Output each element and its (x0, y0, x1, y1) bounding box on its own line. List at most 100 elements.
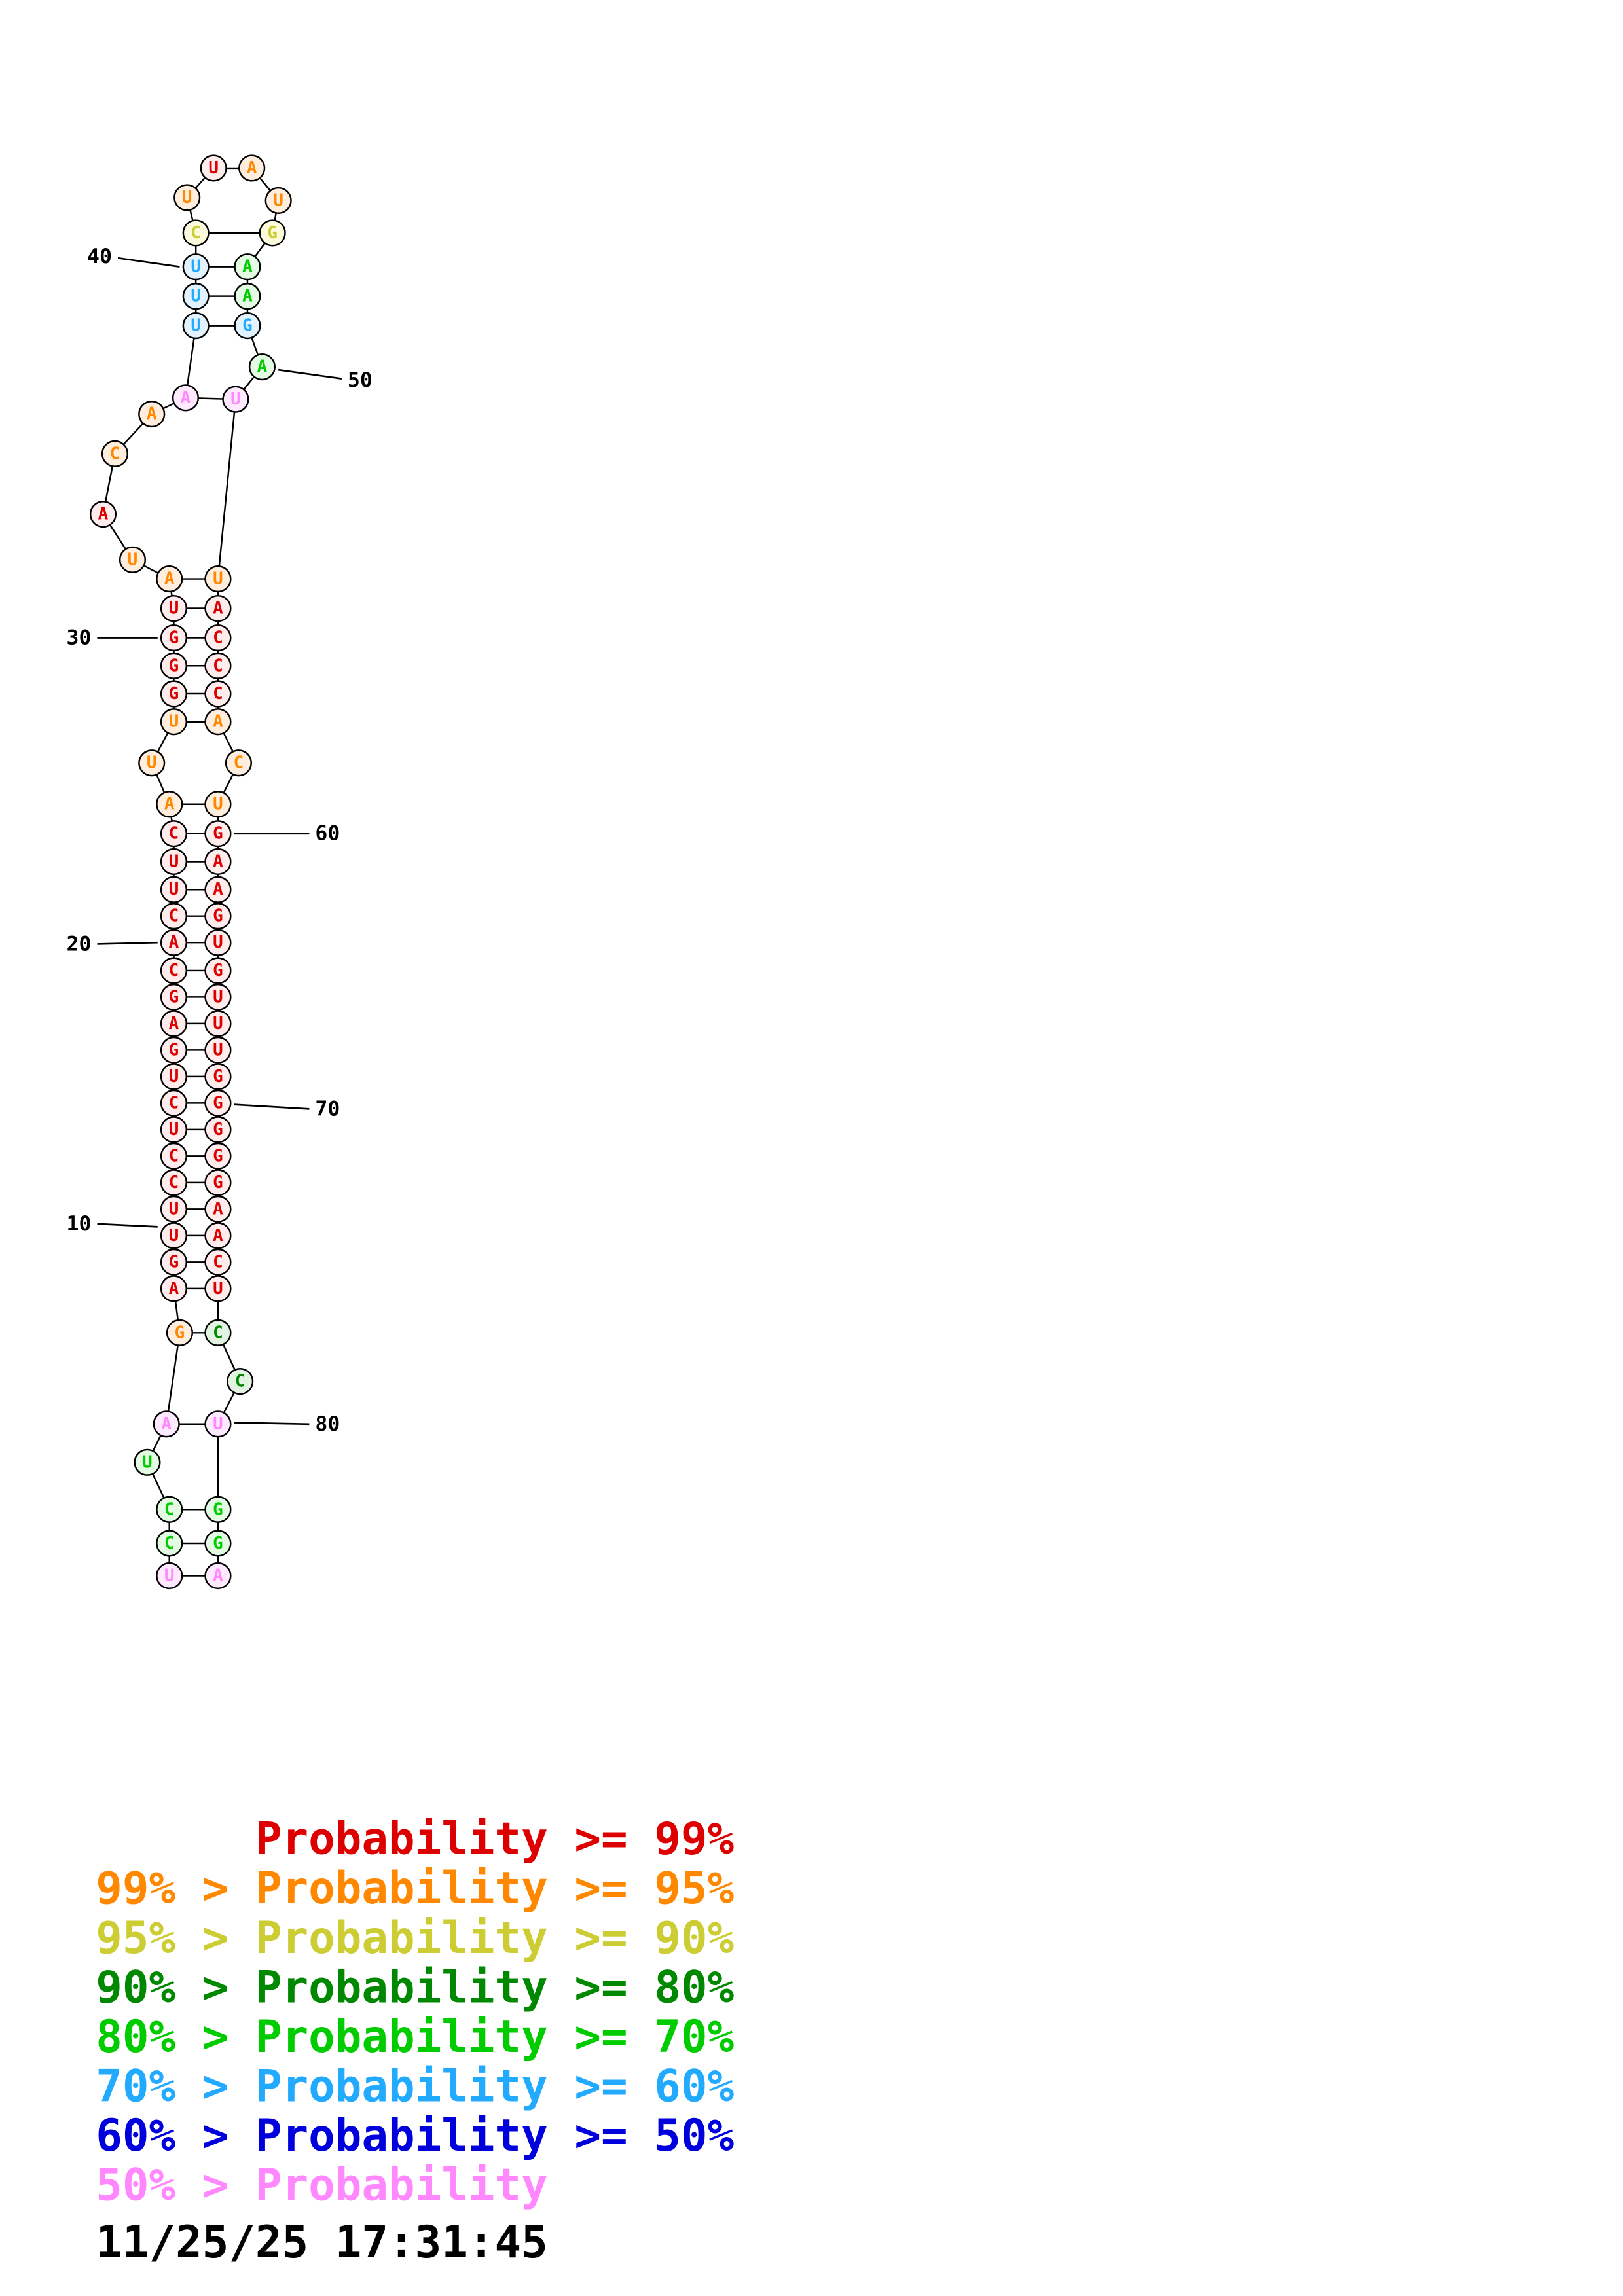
nucleotide-circle (160, 594, 188, 622)
timestamp: 11/25/25 17:31:45 (96, 2216, 548, 2268)
nucleotide-circle (264, 187, 292, 215)
nucleotide-base: U (164, 1566, 175, 1585)
structure: UCCUAGAGUUCCUCUGAGCACUUCAUUGGGUAUACAAUUU… (67, 154, 373, 1590)
nucleotide-circle (119, 546, 147, 573)
position-leader-line (234, 1103, 310, 1110)
nucleotide-circle (160, 1010, 188, 1037)
nucleotide-circle (204, 876, 232, 903)
nucleotide-circle (160, 820, 188, 848)
nucleotide-circle (204, 1410, 232, 1438)
nucleotide-base: U (213, 933, 223, 952)
nucleotide-circle (156, 565, 183, 593)
nucleotide-base: C (169, 824, 179, 844)
nucleotide-base: A (147, 404, 157, 424)
nucleotide-circle (182, 253, 210, 281)
position-leader-line (234, 1422, 310, 1426)
nucleotide-base: U (208, 158, 219, 178)
nucleotide-circle (101, 440, 129, 467)
nucleotide-circle (182, 283, 210, 310)
nucleotide-base: U (213, 1040, 223, 1060)
nucleotide-circle (156, 791, 183, 818)
nucleotide-circle (227, 1367, 254, 1395)
nucleotide-base: C (213, 1252, 223, 1272)
nucleotide-base: A (213, 712, 223, 732)
position-label: 80 (315, 1412, 340, 1436)
nucleotide-circle (204, 1195, 232, 1223)
nucleotide-circle (160, 1063, 188, 1090)
nucleotide-base: A (164, 569, 175, 589)
nucleotide-base: C (213, 684, 223, 704)
nucleotide-circle (182, 312, 210, 340)
nucleotide-circle (204, 565, 232, 593)
position-leader-line (278, 368, 342, 380)
nucleotide-base: U (169, 1120, 179, 1139)
nucleotide-base: A (169, 933, 179, 952)
nucleotide-circle (160, 929, 188, 956)
nucleotide-circle (234, 253, 261, 281)
nucleotide-circle (204, 791, 232, 818)
nucleotide-base: G (213, 1173, 223, 1193)
nucleotide-circle (160, 1195, 188, 1223)
position-leader-line (117, 257, 180, 268)
nucleotide-base: U (169, 1226, 179, 1246)
nucleotide-circle (248, 353, 276, 381)
nucleotide-base: U (191, 257, 201, 277)
nucleotide-circle (160, 680, 188, 708)
nucleotide-circle (160, 624, 188, 652)
nucleotide-base: A (242, 257, 253, 277)
nucleotide-base: G (213, 906, 223, 926)
nucleotide-base: G (169, 1252, 179, 1272)
nucleotide-base: A (161, 1414, 172, 1434)
nucleotide-base: G (213, 1499, 223, 1519)
nucleotide-circle (225, 749, 253, 777)
nucleotide-base: A (213, 1566, 223, 1585)
nucleotide-circle (204, 1496, 232, 1523)
nucleotide-circle (160, 983, 188, 1011)
legend-row: 70% > Probability >= 60% (96, 2060, 734, 2112)
nucleotide-base: G (213, 1120, 223, 1139)
nucleotide-circle (204, 1063, 232, 1090)
nucleotide-base: U (213, 795, 223, 814)
nucleotide-circle (138, 401, 166, 428)
nucleotide-base: G (169, 684, 179, 704)
nucleotide-circle (160, 1142, 188, 1170)
nucleotide-base: G (213, 1534, 223, 1553)
nucleotide-base: G (169, 628, 179, 648)
legend-row: 99% > Probability >= 95% (96, 1862, 734, 1914)
nucleotide-circle (204, 624, 232, 652)
position-label: 70 (315, 1097, 340, 1121)
nucleotide-circle (156, 1562, 183, 1590)
nucleotide-base: C (164, 1534, 175, 1553)
nucleotide-base: G (242, 316, 253, 336)
nucleotide-base: G (213, 1067, 223, 1086)
legend-row: 60% > Probability >= 50% (96, 2109, 734, 2161)
nucleotide-circle (138, 749, 166, 777)
nucleotide-circle (204, 983, 232, 1011)
nucleotide-circle (204, 903, 232, 930)
nucleotide-base: A (169, 1279, 179, 1299)
nucleotide-base: U (191, 287, 201, 306)
nucleotide-base: C (213, 656, 223, 675)
nucleotide-circle (204, 929, 232, 956)
nucleotide-base: U (213, 1414, 223, 1434)
position-label: 30 (67, 626, 92, 650)
legend-row: 50% > Probability (96, 2159, 548, 2211)
nucleotide-circle (204, 1036, 232, 1064)
legend-row: 95% > Probability >= 90% (96, 1912, 734, 1964)
nucleotide-base: U (191, 316, 201, 336)
nucleotide-circle (204, 1142, 232, 1170)
nucleotide-circle (160, 903, 188, 930)
legend-row: 90% > Probability >= 80% (96, 1961, 734, 2013)
nucleotide-circle (204, 1248, 232, 1276)
nucleotide-base: C (191, 223, 201, 243)
nucleotide-base: U (230, 389, 241, 409)
position-label: 20 (67, 932, 92, 956)
nucleotide-base: U (169, 599, 179, 619)
nucleotide-base: G (169, 656, 179, 675)
nucleotide-base: C (169, 1173, 179, 1193)
nucleotide-base: C (234, 753, 244, 773)
nucleotide-base: U (182, 188, 192, 207)
nucleotide-base: C (169, 906, 179, 926)
nucleotide-circle (234, 283, 261, 310)
